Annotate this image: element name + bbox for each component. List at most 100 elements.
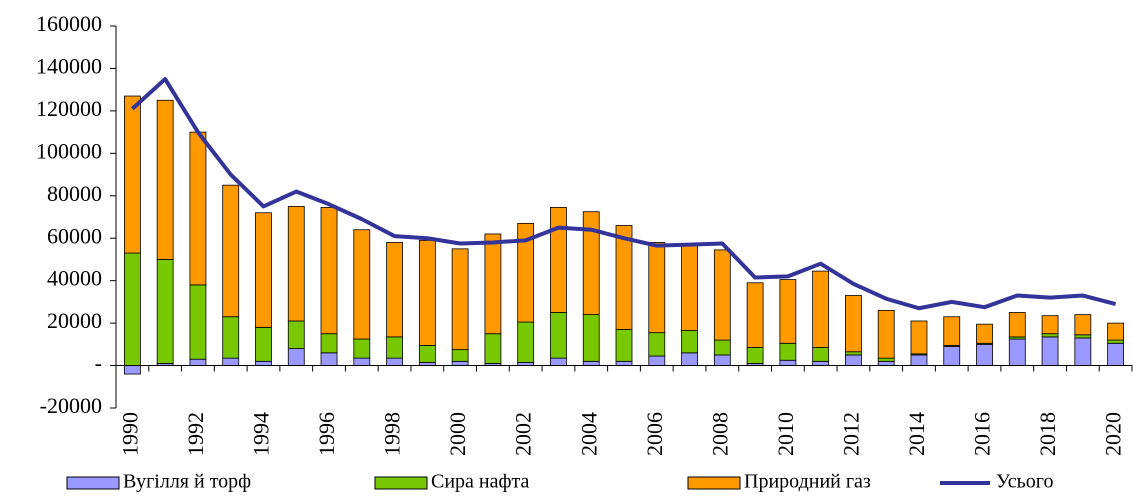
bar-segment xyxy=(582,360,600,366)
x-tick-label: 2018 xyxy=(1035,412,1060,456)
x-tick-label: 2002 xyxy=(511,412,536,456)
bar-segment xyxy=(353,357,371,366)
bar-segment xyxy=(1041,315,1059,335)
bar-segment xyxy=(779,359,797,366)
y-tick-label: 100000 xyxy=(36,138,102,163)
x-tick-label: 2004 xyxy=(576,412,601,456)
x-tick-label: 2014 xyxy=(904,412,929,456)
x-tick-label: 2012 xyxy=(838,412,863,456)
y-tick-label: 140000 xyxy=(36,53,102,78)
bar-segment xyxy=(1008,338,1026,366)
y-tick-label: - xyxy=(95,351,102,376)
bar-segment xyxy=(877,360,895,366)
y-tick-label: 20000 xyxy=(47,308,102,333)
bar-segment xyxy=(484,333,502,364)
bar-segment xyxy=(222,316,240,359)
bar-segment xyxy=(779,279,797,344)
bar-segment xyxy=(386,336,403,359)
bar-segment xyxy=(910,320,928,355)
bar-segment xyxy=(681,352,698,366)
bar-segment xyxy=(189,131,207,286)
bar-segment xyxy=(713,249,731,341)
bar-segment xyxy=(943,346,961,366)
x-tick-label: 2016 xyxy=(970,412,995,456)
bar-segment xyxy=(123,365,141,375)
bar-segment xyxy=(550,312,567,359)
bar-segment xyxy=(156,259,174,364)
legend-swatch xyxy=(374,476,428,490)
bar-segment xyxy=(681,330,698,354)
x-tick-label: 2000 xyxy=(445,412,470,456)
bar-segment xyxy=(550,357,567,366)
bar-segment xyxy=(1107,322,1125,341)
bar-segment xyxy=(287,320,305,349)
bar-segment xyxy=(812,347,830,362)
bar-segment xyxy=(451,349,469,362)
bar-segment xyxy=(713,354,731,366)
bar-segment xyxy=(418,344,436,363)
bar-segment xyxy=(648,332,666,357)
x-tick-label: 1996 xyxy=(314,412,339,456)
x-tick-label: 1998 xyxy=(380,412,405,456)
bar-segment xyxy=(123,95,141,254)
bar-segment xyxy=(910,354,928,366)
x-tick-label: 1994 xyxy=(249,412,274,456)
bar-segment xyxy=(1074,314,1092,336)
bar-segment xyxy=(1041,336,1059,366)
legend-label: Природний газ xyxy=(744,471,871,493)
bar-segment xyxy=(976,343,993,366)
bar-segment xyxy=(1041,333,1059,338)
bar-segment xyxy=(812,360,830,366)
bar-segment xyxy=(320,333,338,354)
bar-segment xyxy=(845,295,862,353)
bar-segment xyxy=(648,355,666,366)
legend-swatch xyxy=(687,476,741,490)
bar-segment xyxy=(582,314,600,362)
y-tick-label: 40000 xyxy=(47,266,102,291)
bar-segment xyxy=(451,360,469,366)
x-tick-label: 1992 xyxy=(183,412,208,456)
bar-segment xyxy=(353,229,371,340)
bar-segment xyxy=(713,339,731,356)
x-tick-label: 1990 xyxy=(117,412,142,456)
bar-segment xyxy=(451,248,469,351)
x-tick-label: 2006 xyxy=(642,412,667,456)
bar-segment xyxy=(123,252,141,366)
legend-label: Усього xyxy=(996,471,1053,493)
y-tick-label: 160000 xyxy=(36,11,102,36)
bar-segment xyxy=(484,233,502,335)
bar-segment xyxy=(517,321,535,363)
bar-segment xyxy=(845,354,862,366)
bar-segment xyxy=(353,338,371,359)
legend-label: Вугілля й торф xyxy=(123,471,251,493)
bar-segment xyxy=(255,212,272,328)
bar-segment xyxy=(1074,337,1092,366)
bar-segment xyxy=(1107,342,1125,366)
bar-segment xyxy=(746,347,764,364)
legend-swatch xyxy=(66,476,120,490)
bar-segment xyxy=(255,360,272,366)
bar-segment xyxy=(287,348,305,366)
bar-segment xyxy=(877,309,895,359)
bar-segment xyxy=(615,329,633,362)
bar-segment xyxy=(615,360,633,366)
bar-segment xyxy=(386,357,403,366)
y-tick-label: 80000 xyxy=(47,181,102,206)
bar-segment xyxy=(877,357,895,362)
bar-segment xyxy=(812,270,830,348)
bar-segment xyxy=(976,323,993,344)
x-tick-label: 2010 xyxy=(773,412,798,456)
bar-segment xyxy=(287,205,305,322)
bar-segment xyxy=(582,211,600,316)
bar-segment xyxy=(255,326,272,362)
bar-segment xyxy=(615,225,633,330)
bar-segment xyxy=(189,358,207,366)
bar-segment xyxy=(517,222,535,323)
y-tick-label: -20000 xyxy=(40,393,102,418)
bar-segment xyxy=(1074,334,1092,339)
bar-segment xyxy=(418,239,436,346)
bar-segment xyxy=(943,316,961,346)
bar-segment xyxy=(320,352,338,366)
